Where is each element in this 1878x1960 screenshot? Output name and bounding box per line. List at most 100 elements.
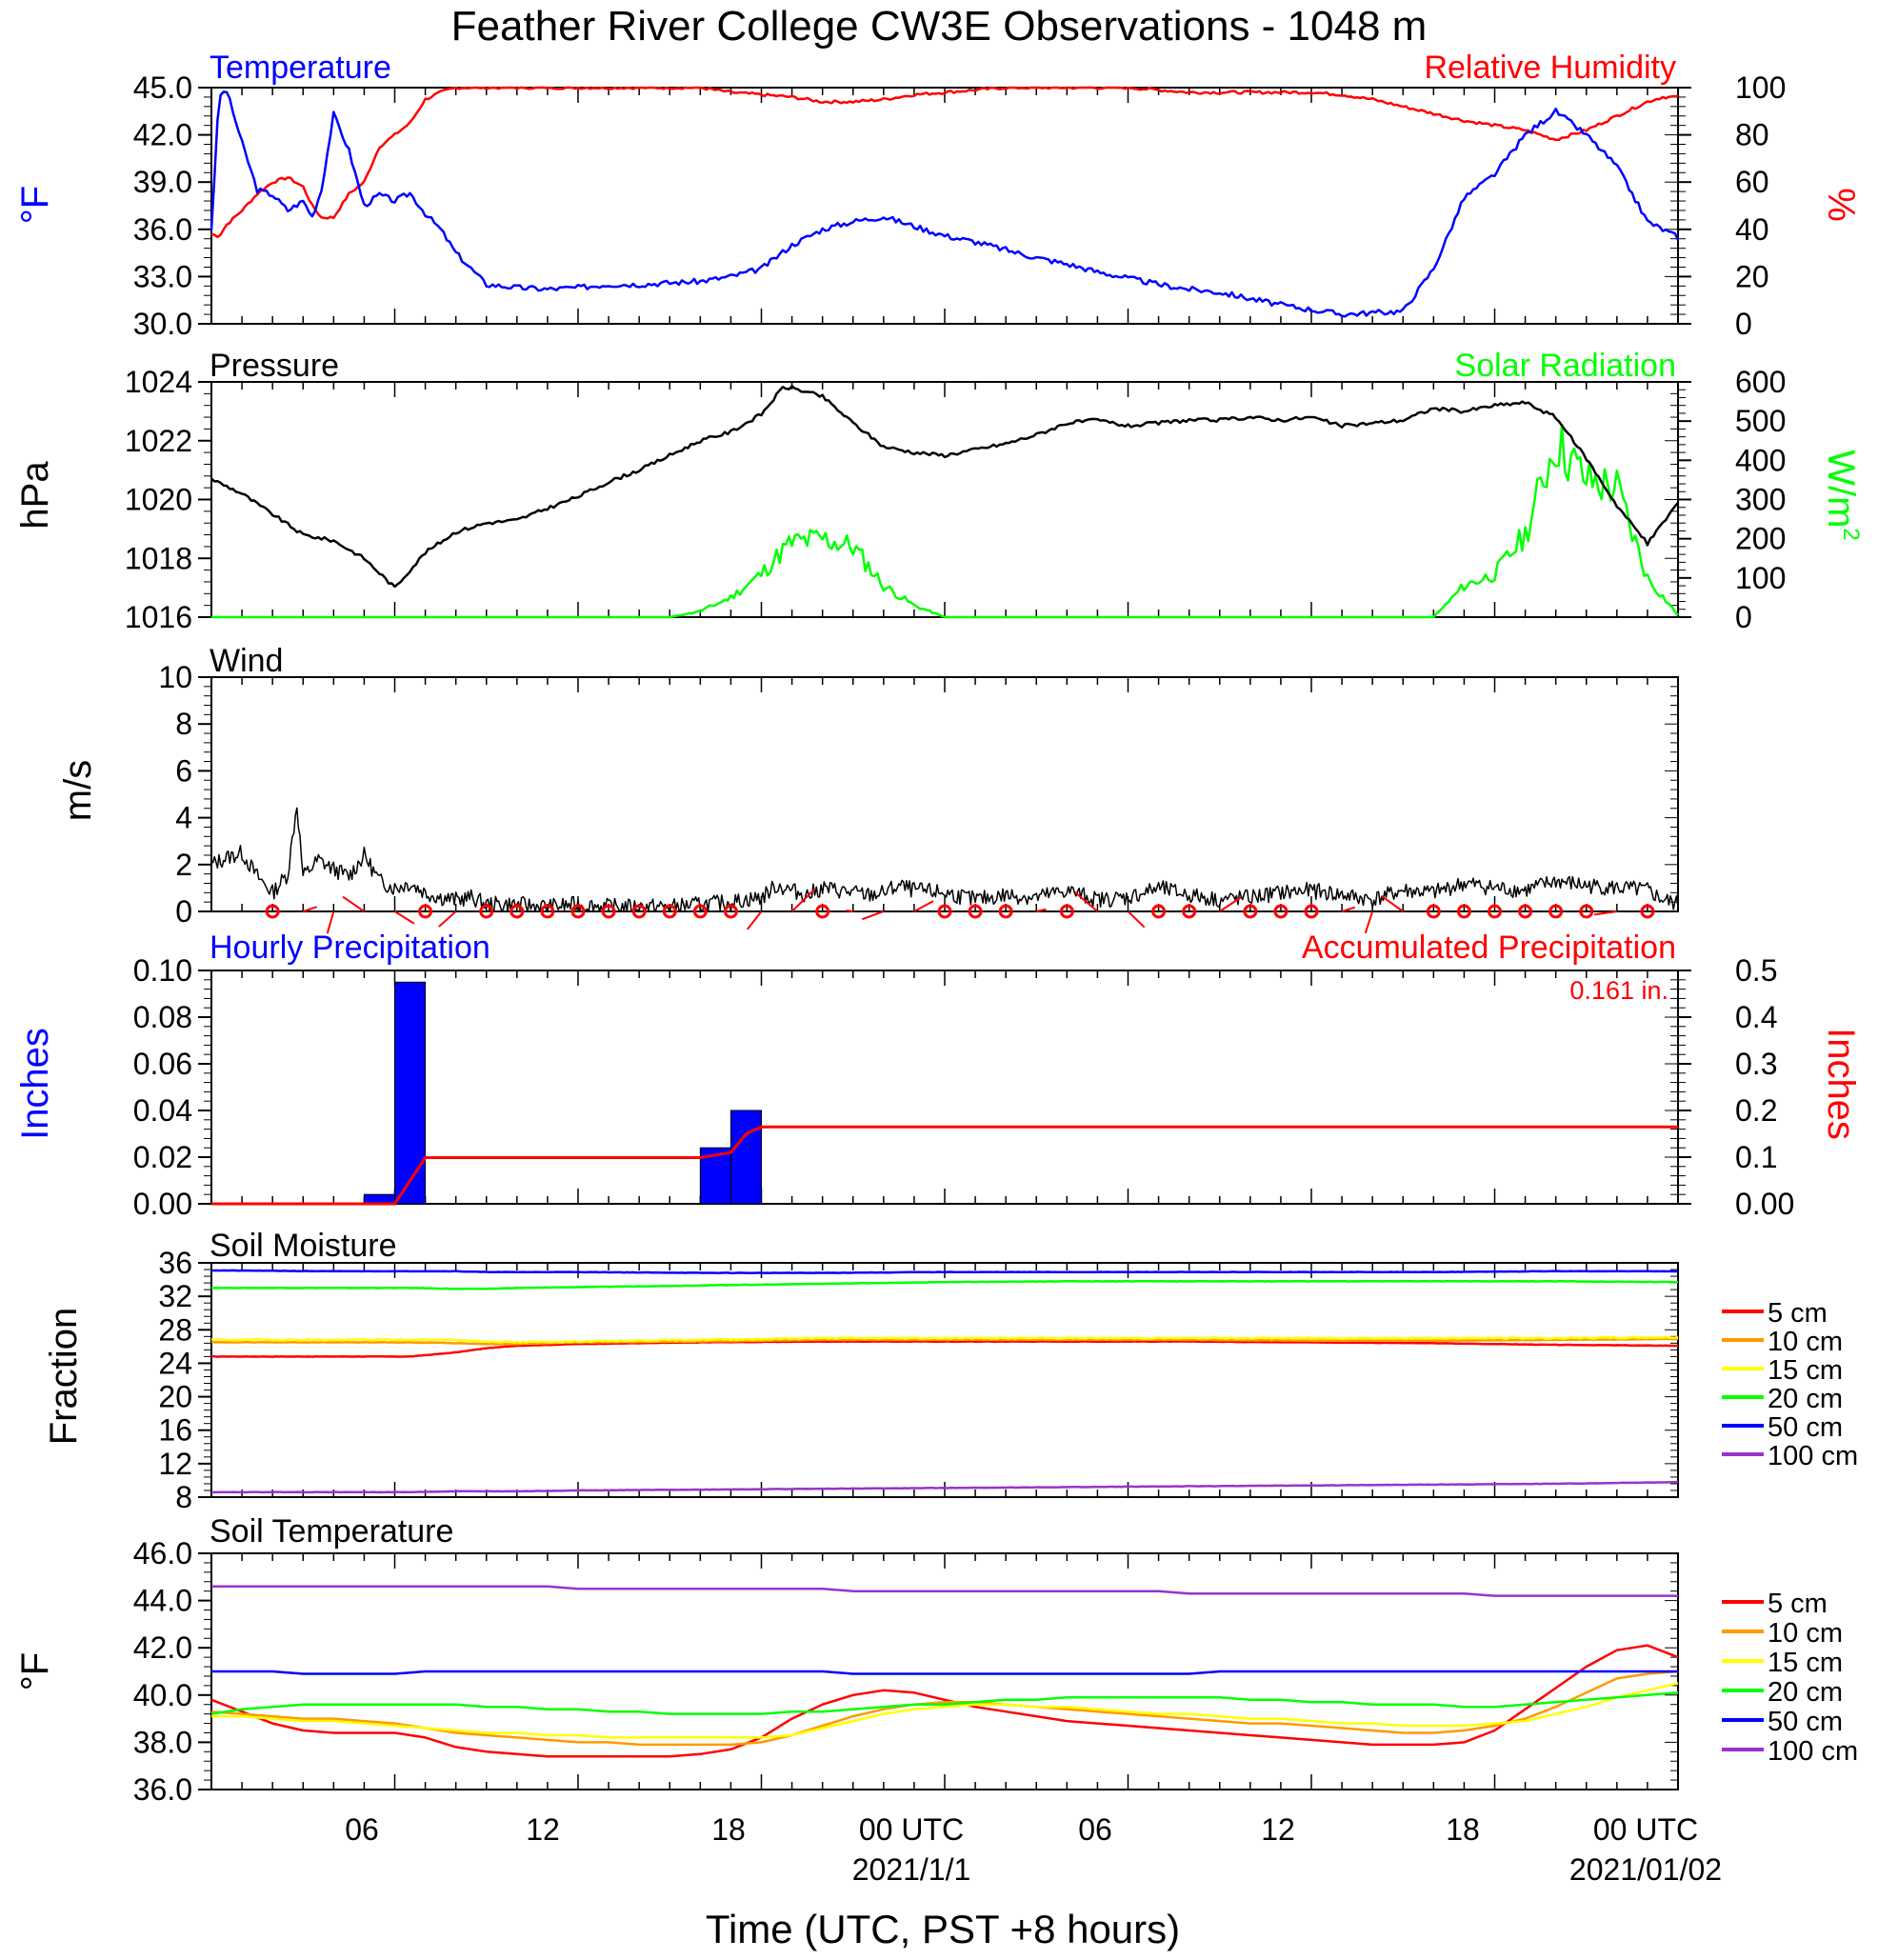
wind-barb-calm: [1059, 904, 1074, 919]
plot-frame: [210, 381, 1679, 618]
legend-label: 5 cm: [1768, 1298, 1828, 1329]
y-tick-label: 40.0: [133, 1678, 192, 1712]
x-date-label: 2021/1/1: [852, 1852, 971, 1887]
y-tick-label: 40: [1735, 212, 1769, 247]
series-line-soil-moisture-5cm: [211, 1340, 1678, 1358]
wind-barb: [393, 910, 415, 925]
hourly-axis-label: Inches: [14, 1028, 56, 1140]
y-tick-label: 1022: [125, 424, 192, 458]
x-tick-label: 18: [1446, 1812, 1480, 1847]
legend-label: 15 cm: [1768, 1648, 1843, 1678]
legend-label: 100 cm: [1768, 1441, 1858, 1471]
precip-bar: [729, 1110, 763, 1205]
y-tick-label: 1018: [125, 541, 192, 575]
series-line-temperature: [210, 90, 1680, 318]
legend-item: 20 cm: [1722, 1384, 1843, 1414]
y-tick-label: 0.10: [133, 953, 192, 988]
y-tick-label: 8: [175, 707, 192, 741]
wind-barb-calm: [937, 904, 952, 919]
wind-barb-calm: [692, 904, 708, 919]
series-line-soil-temperature-50cm: [211, 1670, 1678, 1675]
series-line-soil-moisture-10cm: [210, 1337, 1679, 1346]
y-tick-label: 39.0: [133, 165, 192, 199]
y-tick-label: 0.4: [1735, 1000, 1777, 1034]
series-line-soil-temperature-15cm: [211, 1682, 1679, 1739]
series-line-relative-humidity: [210, 86, 1679, 239]
wind-barb-calm: [998, 904, 1013, 919]
y-tick-label: 36: [158, 1246, 192, 1280]
wind-barb: [302, 906, 318, 912]
y-tick-label: 28: [158, 1312, 192, 1347]
y-tick-label: 44.0: [133, 1584, 192, 1618]
accum-axis-label: Inches: [1820, 1028, 1862, 1140]
wind-barb: [790, 888, 816, 912]
x-tick-label: 12: [526, 1812, 560, 1847]
wind-barb-calm: [479, 904, 494, 919]
wind-barb-calm: [815, 904, 830, 919]
y-tick-label: 0: [175, 894, 192, 929]
y-tick-label: 42.0: [133, 1630, 192, 1665]
wind-barb: [1036, 908, 1047, 912]
y-tick-label: 0.04: [133, 1093, 192, 1128]
wind-barb: [913, 900, 934, 912]
wind-barb: [342, 895, 365, 912]
y-tick-label: 2: [175, 848, 192, 882]
accum-precip-label: Accumulated Precipitation: [1302, 930, 1676, 966]
series-line-soil-moisture-50cm: [210, 1269, 1679, 1274]
y-tick-label: 1016: [125, 600, 192, 634]
legend-item: 20 cm: [1722, 1677, 1843, 1708]
y-tick-label: 38.0: [133, 1725, 192, 1759]
wind-barb-calm: [265, 904, 280, 919]
wind-barb-calm: [570, 904, 586, 919]
plot-frame: [210, 970, 1679, 1205]
y-tick-label: 1024: [125, 365, 192, 399]
legend-item: 50 cm: [1722, 1707, 1843, 1737]
legend-label: 50 cm: [1768, 1707, 1843, 1737]
y-tick-label: 10: [158, 660, 192, 694]
y-tick-label: 0.3: [1735, 1047, 1777, 1081]
wind-barb-calm: [1640, 904, 1655, 919]
x-tick-label: 00 UTC: [1593, 1812, 1698, 1847]
legend-item: 100 cm: [1722, 1441, 1858, 1471]
wind-barb: [846, 909, 853, 912]
y-tick-label: 60: [1735, 165, 1769, 199]
y-tick-label: 0.2: [1735, 1093, 1777, 1128]
plot-frame: [210, 87, 1679, 325]
series-line-solar-radiation: [211, 423, 1679, 619]
soil-temperature-legend: 5 cm 10 cm 15 cm 20 cm 50 cm 100 cm: [1722, 1589, 1858, 1767]
y-tick-label: 36.0: [133, 212, 192, 247]
legend-label: 15 cm: [1768, 1355, 1843, 1386]
series-line-soil-temperature-100cm: [211, 1585, 1678, 1597]
y-tick-label: 1020: [125, 483, 192, 517]
legend-item: 15 cm: [1722, 1648, 1843, 1678]
y-tick-label: 0.06: [133, 1047, 192, 1081]
pressure-label: Pressure: [210, 348, 339, 384]
wind-barb-calm: [1182, 904, 1197, 919]
solar-label: Solar Radiation: [1455, 348, 1676, 384]
x-tick-label: 18: [711, 1812, 746, 1847]
series-line-soil-temperature-20cm: [210, 1691, 1679, 1715]
legend-label: 100 cm: [1768, 1736, 1858, 1767]
wind-barb: [1127, 910, 1146, 929]
y-tick-label: 33.0: [133, 259, 192, 293]
y-tick-label: 400: [1735, 443, 1786, 477]
wind-barb-calm: [1273, 904, 1289, 919]
legend-item: 10 cm: [1722, 1327, 1843, 1357]
legend-label: 20 cm: [1768, 1677, 1843, 1708]
wind-barb-calm: [1426, 904, 1441, 919]
soil-moisture-label: Soil Moisture: [210, 1228, 397, 1264]
y-tick-label: 0.00: [1735, 1187, 1794, 1221]
wind-barb: [1341, 906, 1356, 912]
wind-barb-calm: [509, 904, 525, 919]
y-tick-label: 42.0: [133, 118, 192, 152]
legend-item: 10 cm: [1722, 1618, 1843, 1649]
y-tick-label: 45.0: [133, 70, 192, 105]
wind-barb-calm: [1304, 904, 1319, 919]
y-tick-label: 6: [175, 753, 192, 788]
y-tick-label: 300: [1735, 483, 1786, 517]
precip-total: 0.161 in.: [1569, 976, 1668, 1005]
y-tick-label: 20: [158, 1380, 192, 1414]
y-tick-label: 0: [1735, 600, 1752, 634]
wind-barb-calm: [968, 904, 983, 919]
x-tick-label: 06: [1078, 1812, 1112, 1847]
